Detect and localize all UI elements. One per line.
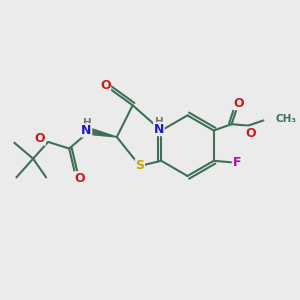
Text: O: O <box>100 79 111 92</box>
Text: H: H <box>83 118 92 128</box>
Text: O: O <box>35 132 45 145</box>
Text: F: F <box>233 156 242 169</box>
Text: CH₃: CH₃ <box>275 114 296 124</box>
Polygon shape <box>89 128 117 137</box>
Text: N: N <box>81 124 92 137</box>
Text: S: S <box>135 159 144 172</box>
Text: H: H <box>154 117 163 128</box>
Text: O: O <box>233 97 244 110</box>
Text: O: O <box>245 127 256 140</box>
Text: O: O <box>74 172 85 185</box>
Text: N: N <box>154 123 164 136</box>
